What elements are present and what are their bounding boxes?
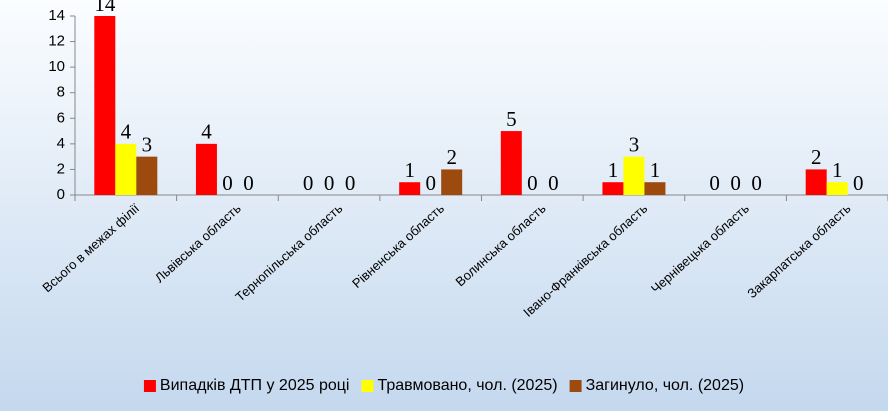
data-label: 0 <box>243 171 254 195</box>
legend-swatch <box>143 380 156 392</box>
data-label: 4 <box>121 120 132 144</box>
bar <box>94 16 116 195</box>
data-label: 0 <box>709 171 720 195</box>
y-tick-label: 14 <box>48 7 65 24</box>
legend-swatch <box>361 380 374 392</box>
bar <box>500 131 522 195</box>
data-label: 0 <box>324 171 335 195</box>
data-label: 1 <box>608 158 619 182</box>
legend-label: Травмовано, чол. (2025) <box>377 377 557 394</box>
y-tick-label: 0 <box>57 186 65 203</box>
data-label: 3 <box>142 132 153 156</box>
data-label: 1 <box>404 158 415 182</box>
bar <box>399 182 421 195</box>
data-label: 0 <box>425 171 436 195</box>
bar <box>623 156 645 195</box>
data-label: 0 <box>730 171 741 195</box>
bar <box>115 143 137 195</box>
bar <box>136 156 158 195</box>
bar <box>602 182 624 195</box>
y-tick-label: 2 <box>57 160 65 177</box>
bar <box>441 169 463 195</box>
x-tick-label: Рівненська область <box>349 200 447 290</box>
data-label: 0 <box>548 171 559 195</box>
data-label: 2 <box>446 145 457 169</box>
legend-label: Загинуло, чол. (2025) <box>586 377 744 394</box>
bar <box>826 182 848 195</box>
data-label: 14 <box>94 0 116 16</box>
bar <box>195 143 217 195</box>
y-tick-label: 12 <box>48 33 65 50</box>
legend-label: Випадків ДТП у 2025 році <box>160 377 350 394</box>
data-label: 0 <box>222 171 233 195</box>
bar <box>805 169 827 195</box>
x-tick-label: Львівська область <box>152 200 244 285</box>
legend-swatch <box>569 380 582 392</box>
x-tick-label: Чернівецька область <box>648 200 752 296</box>
data-label: 0 <box>751 171 762 195</box>
data-label: 1 <box>650 158 661 182</box>
data-label: 0 <box>303 171 314 195</box>
data-label: 2 <box>811 145 822 169</box>
data-label: 3 <box>629 132 640 156</box>
y-tick-label: 6 <box>57 109 65 126</box>
x-tick-label: Тернопільська область <box>232 200 345 304</box>
y-tick-label: 4 <box>57 135 65 152</box>
x-tick-label: Закарпатська область <box>744 200 853 301</box>
x-tick-label: Всього в межах філії <box>39 200 142 295</box>
data-label: 4 <box>201 120 212 144</box>
data-label: 5 <box>506 107 517 131</box>
bar <box>644 182 666 195</box>
y-tick-label: 10 <box>48 58 65 75</box>
data-label: 1 <box>832 158 843 182</box>
data-label: 0 <box>345 171 356 195</box>
data-label: 0 <box>527 171 538 195</box>
data-label: 0 <box>853 171 864 195</box>
y-tick-label: 8 <box>57 84 65 101</box>
x-tick-label: Волинська область <box>452 200 548 289</box>
